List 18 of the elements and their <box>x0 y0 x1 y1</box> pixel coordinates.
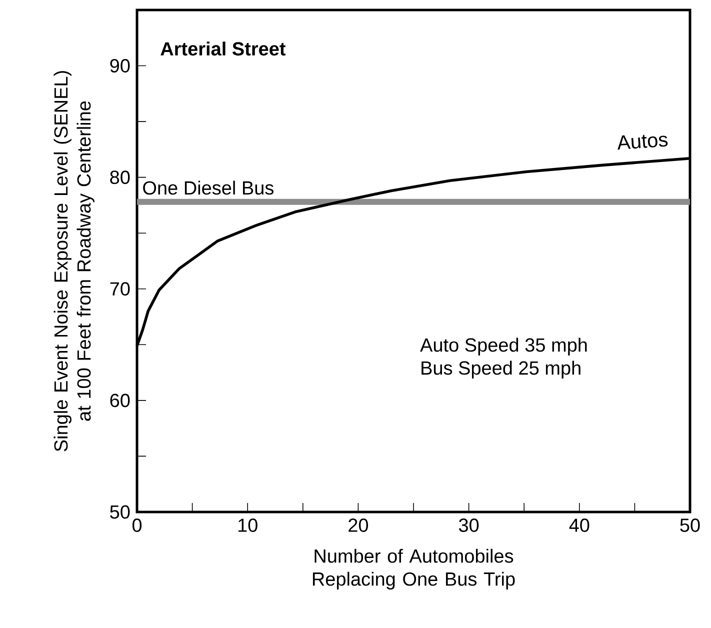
series-label: Autos <box>618 134 668 150</box>
x-tick-label: 40 <box>569 518 590 532</box>
y-tick-label: 50 <box>110 505 130 519</box>
y-tick-label: 70 <box>110 282 130 296</box>
ref-line-label: One Diesel Bus <box>143 180 274 195</box>
x-tick-label: 20 <box>348 518 368 532</box>
annotation: Auto Speed 35 mph <box>420 338 587 356</box>
x-axis-title: Number of Automobiles Replacing One Bus Trip <box>312 548 515 590</box>
x-tick-label: 10 <box>238 518 258 532</box>
x-tick-label: 0 <box>132 518 142 532</box>
x-tick-label: 50 <box>680 518 700 532</box>
y-tick-label: 80 <box>110 170 130 184</box>
annotation: Bus Speed 25 mph <box>422 360 580 379</box>
y-tick-label: 60 <box>110 394 130 408</box>
y-axis-title: Single Event Noise Exposure Level (SENEL) at 100 Feet from Roadway Centerline <box>54 71 94 452</box>
x-tick-label: 30 <box>458 518 479 532</box>
text: Arterial Street <box>160 42 286 56</box>
y-tick-label: 90 <box>110 59 130 72</box>
